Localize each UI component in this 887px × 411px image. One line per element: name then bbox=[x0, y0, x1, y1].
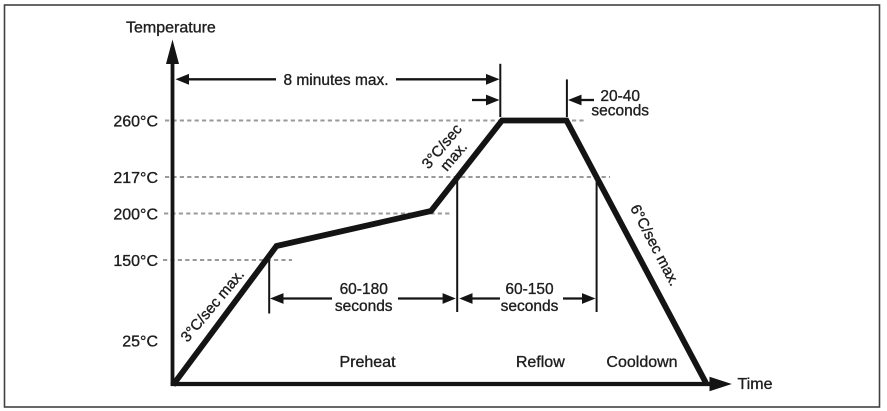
svg-text:60-150: 60-150 bbox=[505, 281, 554, 298]
svg-text:217°C: 217°C bbox=[113, 170, 158, 187]
svg-text:Preheat: Preheat bbox=[339, 354, 396, 371]
svg-text:8 minutes max.: 8 minutes max. bbox=[283, 72, 388, 89]
svg-text:Reflow: Reflow bbox=[516, 354, 565, 371]
svg-text:150°C: 150°C bbox=[113, 253, 158, 270]
svg-text:seconds: seconds bbox=[591, 102, 649, 119]
svg-text:Time: Time bbox=[738, 376, 773, 393]
svg-text:200°C: 200°C bbox=[113, 206, 158, 223]
svg-text:25°C: 25°C bbox=[122, 333, 158, 350]
svg-text:60-180: 60-180 bbox=[340, 281, 389, 298]
svg-text:Temperature: Temperature bbox=[126, 20, 216, 37]
svg-text:seconds: seconds bbox=[501, 298, 559, 315]
svg-text:260°C: 260°C bbox=[113, 113, 158, 130]
svg-text:20-40: 20-40 bbox=[600, 88, 640, 105]
svg-text:Cooldown: Cooldown bbox=[606, 354, 677, 371]
svg-text:seconds: seconds bbox=[335, 298, 393, 315]
